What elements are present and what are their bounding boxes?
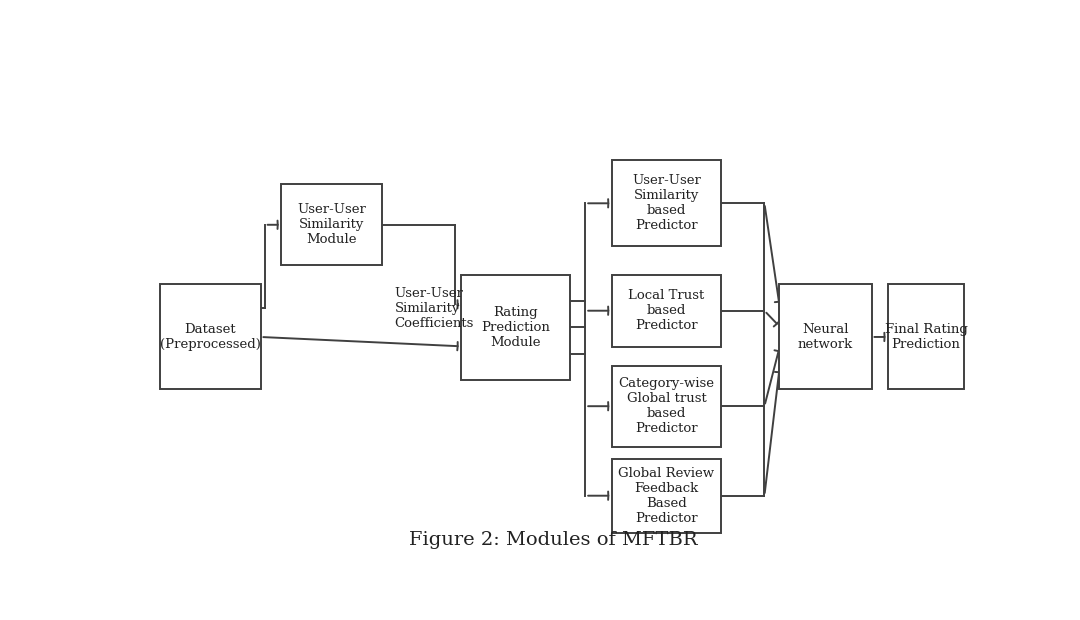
Text: User-User
Similarity
Module: User-User Similarity Module: [297, 203, 366, 246]
Text: Final Rating
Prediction: Final Rating Prediction: [885, 323, 968, 351]
Text: Figure 2: Modules of MFTBR: Figure 2: Modules of MFTBR: [409, 531, 698, 549]
FancyBboxPatch shape: [282, 184, 382, 265]
FancyBboxPatch shape: [612, 161, 721, 246]
FancyBboxPatch shape: [889, 285, 963, 389]
Text: Local Trust
based
Predictor: Local Trust based Predictor: [629, 289, 704, 332]
FancyBboxPatch shape: [160, 285, 260, 389]
FancyBboxPatch shape: [461, 275, 570, 380]
Text: Neural
network: Neural network: [798, 323, 853, 351]
Text: Global Review
Feedback
Based
Predictor: Global Review Feedback Based Predictor: [619, 467, 715, 525]
Text: Rating
Prediction
Module: Rating Prediction Module: [482, 306, 551, 349]
FancyBboxPatch shape: [612, 275, 721, 347]
Text: User-User
Similarity
based
Predictor: User-User Similarity based Predictor: [632, 174, 701, 232]
Text: Category-wise
Global trust
based
Predictor: Category-wise Global trust based Predict…: [619, 377, 715, 435]
FancyBboxPatch shape: [612, 459, 721, 533]
Text: User-User
Similarity
Coefficients: User-User Similarity Coefficients: [394, 287, 474, 330]
FancyBboxPatch shape: [612, 366, 721, 447]
Text: Dataset
(Preprocessed): Dataset (Preprocessed): [160, 323, 260, 351]
FancyBboxPatch shape: [780, 285, 872, 389]
